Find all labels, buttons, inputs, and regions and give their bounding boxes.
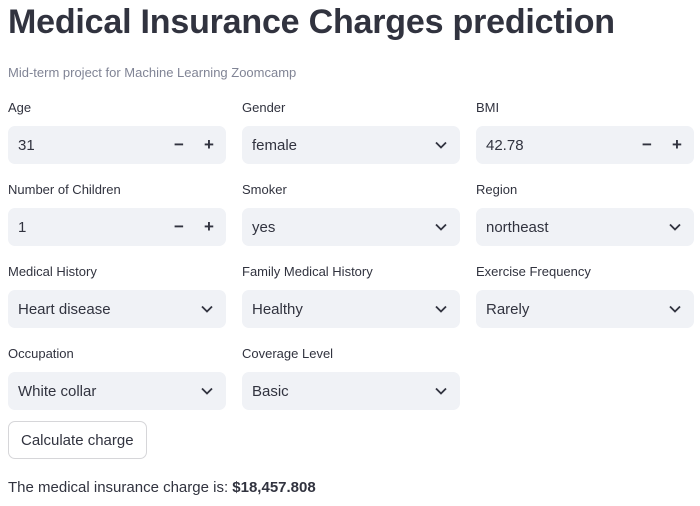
- region-label: Region: [476, 182, 518, 197]
- form-grid: Age 31 − + Gender female BMI: [8, 96, 694, 424]
- occupation-label: Occupation: [8, 346, 74, 361]
- calculate-charge-button[interactable]: Calculate charge: [8, 421, 147, 459]
- form-row: Medical History Heart disease Family Med…: [8, 260, 694, 342]
- bmi-field: BMI 42.78 − +: [476, 96, 694, 178]
- family-history-label: Family Medical History: [242, 264, 373, 279]
- children-field: Number of Children 1 − +: [8, 178, 226, 260]
- result-amount: $18,457.808: [232, 479, 316, 496]
- region-select[interactable]: northeast: [476, 208, 694, 246]
- coverage-value[interactable]: Basic: [252, 382, 289, 400]
- chevron-down-icon[interactable]: [656, 290, 694, 328]
- age-number-input[interactable]: 31 − +: [8, 126, 226, 164]
- chevron-down-icon[interactable]: [422, 372, 460, 410]
- chevron-down-icon[interactable]: [422, 290, 460, 328]
- coverage-field: Coverage Level Basic: [242, 342, 460, 424]
- chevron-down-icon[interactable]: [188, 372, 226, 410]
- bmi-value[interactable]: 42.78: [486, 136, 524, 154]
- bmi-number-input[interactable]: 42.78 − +: [476, 126, 694, 164]
- gender-value[interactable]: female: [252, 136, 298, 154]
- smoker-field: Smoker yes: [242, 178, 460, 260]
- occupation-select[interactable]: White collar: [8, 372, 226, 410]
- bmi-decrement-button[interactable]: −: [642, 135, 652, 154]
- smoker-label: Smoker: [242, 182, 287, 197]
- medical-history-select[interactable]: Heart disease: [8, 290, 226, 328]
- age-label: Age: [8, 100, 32, 115]
- chevron-down-icon[interactable]: [422, 208, 460, 246]
- age-increment-button[interactable]: +: [204, 135, 214, 154]
- family-history-field: Family Medical History Healthy: [242, 260, 460, 342]
- gender-select[interactable]: female: [242, 126, 460, 164]
- children-label: Number of Children: [8, 182, 121, 197]
- region-field: Region northeast: [476, 178, 694, 260]
- bmi-increment-button[interactable]: +: [672, 135, 682, 154]
- gender-field: Gender female: [242, 96, 460, 178]
- family-history-select[interactable]: Healthy: [242, 290, 460, 328]
- form-row: Number of Children 1 − + Smoker yes Regi…: [8, 178, 694, 260]
- exercise-value[interactable]: Rarely: [486, 300, 530, 318]
- medical-history-label: Medical History: [8, 264, 97, 279]
- age-field: Age 31 − +: [8, 96, 226, 178]
- occupation-field: Occupation White collar: [8, 342, 226, 424]
- children-value[interactable]: 1: [18, 218, 27, 236]
- coverage-select[interactable]: Basic: [242, 372, 460, 410]
- chevron-down-icon[interactable]: [656, 208, 694, 246]
- children-number-input[interactable]: 1 − +: [8, 208, 226, 246]
- result-text: The medical insurance charge is: $18,457…: [8, 478, 316, 498]
- age-value[interactable]: 31: [18, 136, 35, 154]
- chevron-down-icon[interactable]: [422, 126, 460, 164]
- exercise-field: Exercise Frequency Rarely: [476, 260, 694, 342]
- region-value[interactable]: northeast: [486, 218, 549, 236]
- gender-label: Gender: [242, 100, 286, 115]
- result-prefix: The medical insurance charge is:: [8, 479, 233, 496]
- page-subtitle: Mid-term project for Machine Learning Zo…: [8, 65, 297, 80]
- children-increment-button[interactable]: +: [204, 217, 214, 236]
- form-row: Occupation White collar Coverage Level B…: [8, 342, 694, 424]
- occupation-value[interactable]: White collar: [18, 382, 97, 400]
- coverage-label: Coverage Level: [242, 346, 334, 361]
- bmi-label: BMI: [476, 100, 500, 115]
- exercise-select[interactable]: Rarely: [476, 290, 694, 328]
- family-history-value[interactable]: Healthy: [252, 300, 303, 318]
- exercise-label: Exercise Frequency: [476, 264, 591, 279]
- children-decrement-button[interactable]: −: [174, 217, 184, 236]
- medical-history-field: Medical History Heart disease: [8, 260, 226, 342]
- age-decrement-button[interactable]: −: [174, 135, 184, 154]
- medical-history-value[interactable]: Heart disease: [18, 300, 111, 318]
- form-row: Age 31 − + Gender female BMI: [8, 96, 694, 178]
- chevron-down-icon[interactable]: [188, 290, 226, 328]
- smoker-value[interactable]: yes: [252, 218, 276, 236]
- page-title: Medical Insurance Charges prediction: [8, 3, 615, 41]
- smoker-select[interactable]: yes: [242, 208, 460, 246]
